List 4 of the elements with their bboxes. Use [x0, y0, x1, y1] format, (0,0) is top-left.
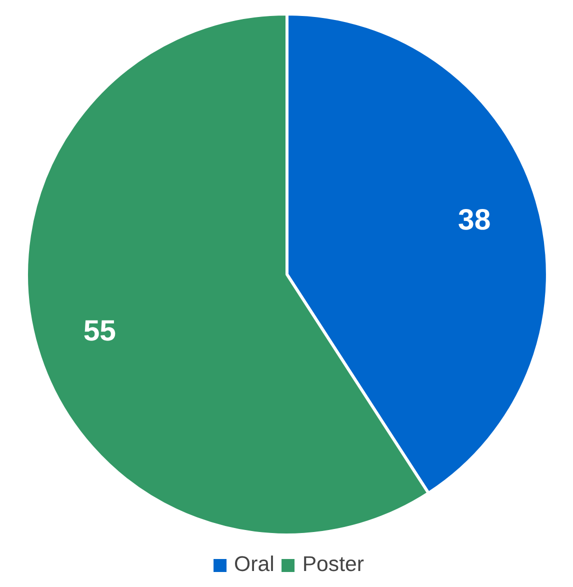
legend-label: Oral: [234, 552, 274, 577]
data-label: 55: [83, 314, 116, 348]
data-label: 38: [458, 204, 491, 237]
legend-label: Poster: [302, 552, 364, 577]
